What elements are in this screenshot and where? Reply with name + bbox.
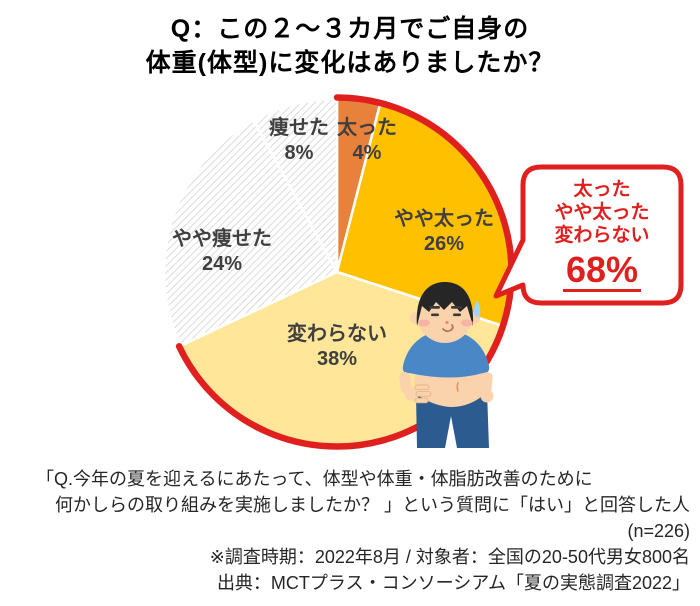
slice-pct-lost: 8%	[284, 142, 314, 164]
footnote-sample-size: (n=226)	[627, 521, 690, 541]
footnotes: 「Q.今年の夏を迎えるにあたって、体型や体重・体脂肪改善のために 何かしらの取り…	[0, 466, 700, 596]
callout-bubble-outline	[493, 164, 684, 306]
sweat-drop-icon	[473, 300, 481, 318]
man-pants	[416, 391, 489, 448]
slice-pct-gained: 4%	[352, 142, 382, 164]
footnote-survey-info: ※調査時期：2022年8月 / 対象者：全国の20-50代男女800名	[209, 547, 690, 567]
callout-line-gained: 太った	[573, 178, 631, 200]
page-title: Q：この２～３カ月でご自身の 体重(体型)に変化はありましたか？	[0, 12, 700, 80]
slice-label-slightly-lost: やや痩せた 24%	[172, 228, 272, 275]
callout-line-unchanged: 変わらない	[554, 224, 650, 246]
man-right-forearm	[480, 372, 493, 397]
callout-value: 68%	[562, 250, 642, 293]
man-nose	[445, 320, 449, 325]
page-title-line1: Q：この２～３カ月でご自身の	[170, 15, 530, 43]
man-right-hand	[480, 389, 494, 403]
footnote-question-line2: 何かしらの取り組みを実施しましたか？ 」という質問に「はい」と回答した人	[55, 495, 690, 515]
slice-pct-unchanged: 38%	[316, 348, 358, 370]
man-left-hand	[405, 387, 419, 401]
slice-label-slightly-gained: やや太った 26%	[394, 208, 494, 255]
slice-label-lost: 痩せた 8%	[269, 117, 329, 164]
slice-pct-slightly-gained: 26%	[423, 233, 465, 255]
slice-pct-slightly-lost: 24%	[201, 253, 243, 275]
callout-line-slightly-gained: やや太った	[554, 201, 650, 223]
pie-slice-slightly-lost	[162, 119, 339, 347]
chubby-man-illustration	[399, 282, 494, 448]
page-title-line2: 体重(体型)に変化はありましたか？	[145, 49, 555, 77]
callout-content: 太った やや太った 変わらない 68%	[523, 169, 681, 301]
man-blush	[418, 319, 473, 327]
footnote-source: 出典：MCTプラス・コンソーシアム「夏の実態調査2022」	[216, 573, 690, 593]
man-eyebrows	[429, 306, 462, 309]
man-fingers	[414, 384, 432, 404]
man-mouth	[442, 324, 454, 333]
man-navel	[456, 382, 459, 392]
footnote-question-line1: 「Q.今年の夏を迎えるにあたって、体型や体重・体脂肪改善のために	[36, 469, 593, 489]
man-eyes	[431, 313, 461, 317]
man-shirt	[402, 329, 490, 378]
slice-label-gained: 太った 4%	[337, 117, 397, 164]
man-hair	[416, 282, 474, 326]
slice-label-unchanged: 変わらない 38%	[287, 323, 387, 370]
